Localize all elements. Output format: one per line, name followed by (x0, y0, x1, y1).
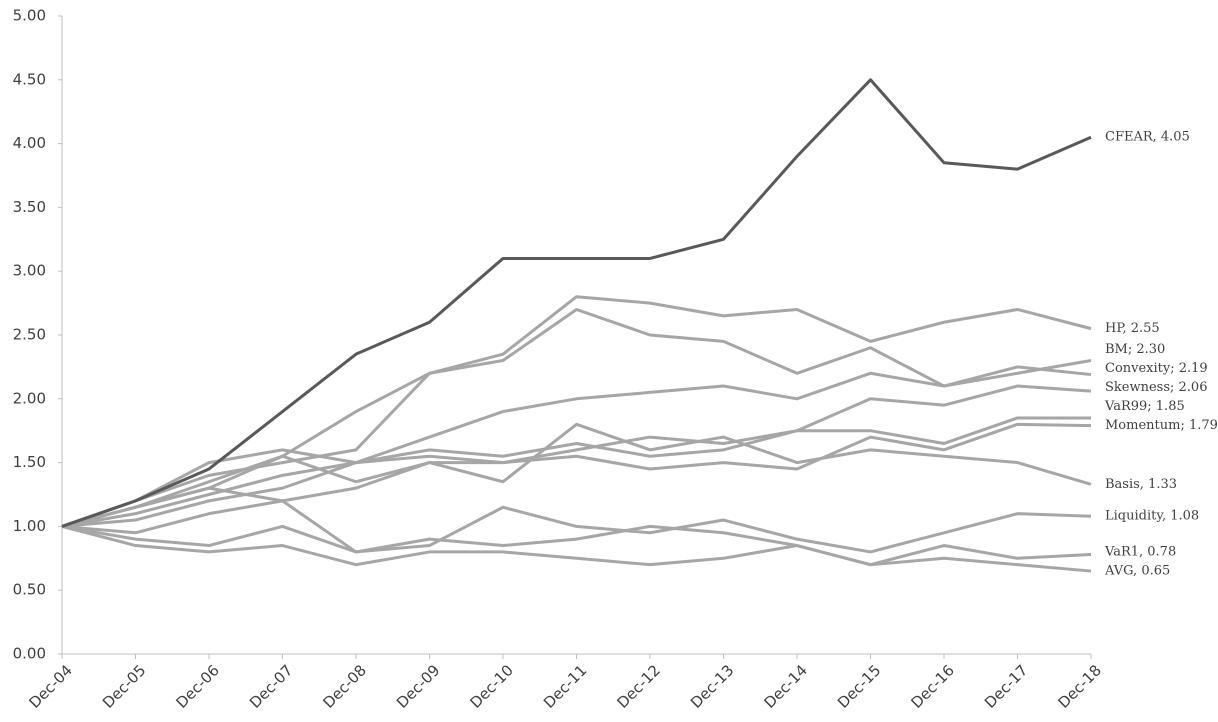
y-tick-label: 4.50 (13, 70, 46, 88)
series-line (61, 524, 1092, 573)
series-line (61, 365, 1092, 528)
y-tick-label: 3.50 (13, 198, 46, 216)
x-tick-label: Dec-17 (981, 661, 1032, 712)
series-label: Liquidity, 1.08 (1105, 509, 1199, 524)
x-tick-label: Dec-09 (393, 661, 444, 712)
series-line (61, 505, 1092, 554)
series-line (61, 384, 1092, 528)
x-tick-label: Dec-12 (613, 661, 664, 712)
series-line (61, 422, 1092, 528)
y-tick-label: 3.00 (13, 262, 46, 280)
x-tick-label: Dec-07 (246, 661, 297, 712)
y-tick-label: 0.50 (13, 581, 46, 599)
y-tick-label: 2.00 (13, 389, 46, 407)
series-label: BM; 2.30 (1105, 342, 1165, 357)
x-tick-label: Dec-18 (1054, 661, 1105, 712)
series-line (61, 307, 1092, 528)
series-label: Basis, 1.33 (1105, 477, 1177, 492)
x-tick-label: Dec-05 (99, 661, 150, 712)
x-tick-label: Dec-16 (907, 661, 958, 712)
series-line (61, 78, 1092, 528)
x-tick-label: Dec-14 (760, 661, 811, 712)
x-tick-label: Dec-04 (25, 661, 76, 712)
x-tick-label: Dec-15 (834, 661, 885, 712)
x-tick-label: Dec-06 (172, 661, 223, 712)
series-line (61, 499, 1092, 567)
y-tick-label: 5.00 (13, 7, 46, 25)
y-tick-label: 1.00 (13, 517, 46, 535)
series-line (61, 416, 1091, 528)
series-label: CFEAR, 4.05 (1105, 130, 1190, 145)
series-label: Momentum; 1.79 (1105, 418, 1218, 433)
y-tick-label: 4.00 (13, 134, 46, 152)
y-tick-label: 2.50 (13, 326, 46, 344)
series-label: AVG, 0.65 (1104, 564, 1170, 579)
series-label: HP, 2.55 (1105, 321, 1160, 336)
y-tick-label: 1.50 (13, 453, 46, 471)
series-label: VaR1, 0.78 (1104, 545, 1176, 560)
series-line (61, 295, 1092, 528)
x-tick-label: Dec-08 (319, 661, 370, 712)
series-line (61, 422, 1092, 528)
x-tick-label: Dec-11 (540, 661, 591, 712)
series-label: VaR99; 1.85 (1104, 399, 1185, 414)
x-tick-label: Dec-13 (687, 661, 738, 712)
series-label: Skewness; 2.06 (1105, 380, 1207, 395)
x-tick-label: Dec-10 (466, 661, 517, 712)
series-label: Convexity; 2.19 (1105, 361, 1208, 376)
y-tick-label: 0.00 (13, 645, 46, 663)
